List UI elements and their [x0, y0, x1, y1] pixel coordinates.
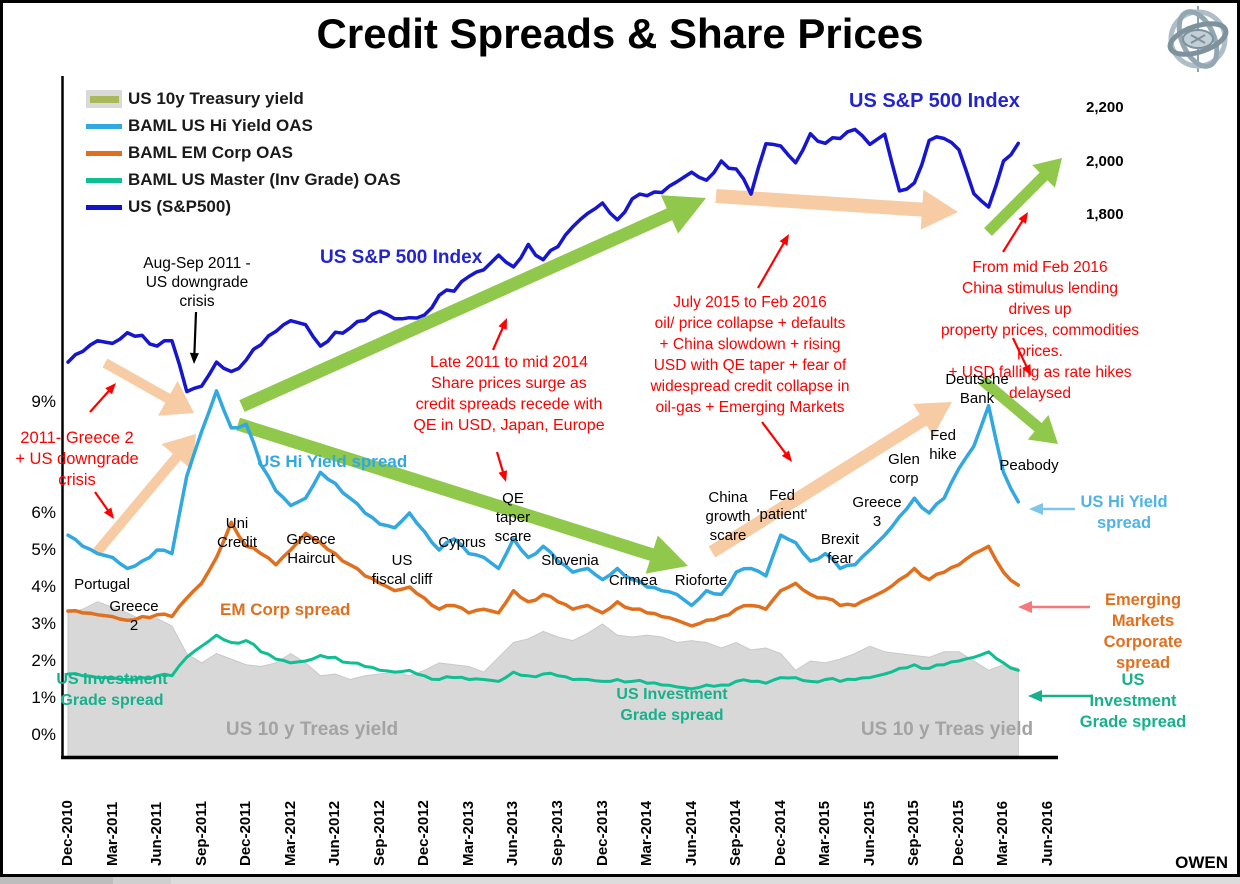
greece-pointer-up-head	[105, 383, 116, 395]
late2011-pointer-up-head	[498, 318, 507, 330]
legend-line-swatch	[86, 198, 122, 216]
stress-rise-arrow	[708, 402, 952, 558]
legend-line-swatch	[86, 171, 122, 189]
series-line-baml-us-hi-yield-oas	[66, 389, 1021, 608]
page-title: Credit Spreads & Share Prices	[316, 10, 924, 57]
downgrade-pointer-head	[189, 352, 199, 364]
rebound-arrow	[984, 158, 1062, 236]
spread-fall-arrow	[978, 375, 1058, 444]
series-area-us-10y-treasury-yield	[67, 601, 1019, 757]
series-line-baml-em-corp-oas	[66, 520, 1021, 628]
hi-yield-pointer-arrow-head	[1029, 503, 1043, 515]
chart-legend: US 10y Treasury yield BAML US Hi Yield OA…	[86, 89, 401, 225]
feb2016-pointer-down	[1012, 337, 1030, 371]
series-line-baml-us-master-inv-grade-oas	[66, 633, 1020, 691]
greece-pointer-down-head	[104, 507, 114, 519]
watermark: OWEN	[1175, 853, 1228, 872]
july2015-pointer-up-head	[779, 234, 789, 246]
late2011-pointer-up	[491, 323, 506, 351]
crisis-arrow-lower	[93, 434, 196, 556]
downgrade-pointer	[193, 311, 198, 358]
selloff-period-arrow	[715, 189, 958, 230]
legend-label: US 10y Treasury yield	[128, 89, 304, 108]
legend-line-swatch	[86, 117, 122, 135]
july2015-pointer-down-head	[781, 450, 792, 462]
scrollbar-thumb[interactable]	[0, 877, 113, 884]
logo-icon	[1167, 6, 1229, 72]
legend-item-baml-em-corp-oas: BAML EM Corp OAS	[86, 143, 401, 162]
legend-area-swatch	[86, 90, 122, 108]
feb2016-pointer-up-head	[1018, 212, 1028, 224]
legend-item-us-s-p500: US (S&P500)	[86, 197, 401, 216]
legend-label: BAML US Hi Yield OAS	[128, 116, 313, 135]
july2015-pointer-down	[761, 421, 789, 458]
horizontal-scrollbar[interactable]	[0, 877, 1240, 884]
legend-label: BAML EM Corp OAS	[128, 143, 293, 162]
july2015-pointer-up	[757, 239, 787, 289]
series-line-us-s-p500	[66, 127, 1021, 394]
feb2016-pointer-down-head	[1022, 364, 1031, 376]
legend-label: US (S&P500)	[128, 197, 231, 216]
greece-pointer-up	[89, 387, 113, 413]
scrollbar-segment	[113, 877, 171, 884]
late2011-pointer-down-head	[498, 470, 508, 482]
legend-line-swatch	[86, 144, 122, 162]
legend-item-baml-us-hi-yield-oas: BAML US Hi Yield OAS	[86, 116, 401, 135]
spread-recede-arrow	[236, 417, 688, 574]
inv-grade-pointer-arrow-head	[1028, 690, 1042, 702]
em-corp-pointer-arrow-head	[1018, 601, 1032, 613]
feb2016-pointer-up	[1002, 217, 1026, 253]
legend-item-us-10y-treasury-yield: US 10y Treasury yield	[86, 89, 401, 108]
crisis-arrow-upper	[102, 358, 194, 416]
legend-label: BAML US Master (Inv Grade) OAS	[128, 170, 401, 189]
share-surge-arrow	[239, 195, 707, 412]
legend-item-baml-us-master-inv-grade-oas: BAML US Master (Inv Grade) OAS	[86, 170, 401, 189]
